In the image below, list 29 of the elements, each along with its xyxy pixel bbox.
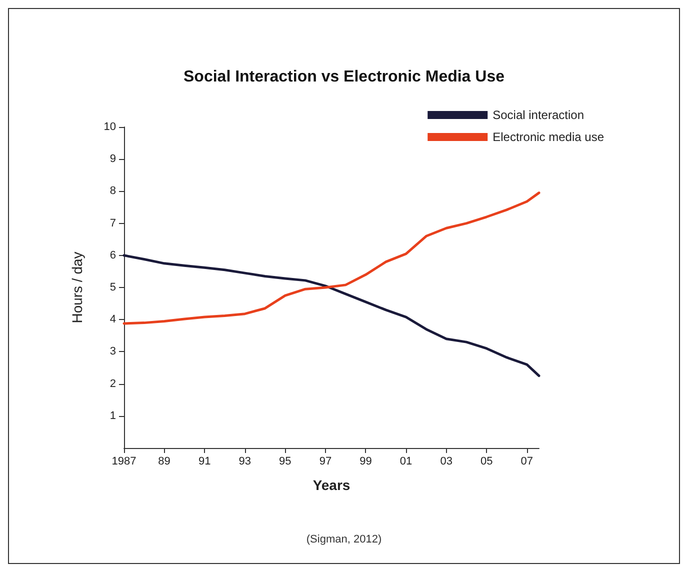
y-axis-title: Hours / day (69, 252, 85, 324)
x-tick-label: 07 (520, 456, 534, 468)
x-tick-label: 1987 (112, 456, 136, 468)
x-tick-label: 89 (158, 456, 170, 468)
x-tick-label: 95 (279, 456, 292, 468)
y-tick-label: 5 (110, 282, 116, 294)
y-tick-label: 6 (110, 249, 116, 262)
x-tick-label: 91 (198, 456, 211, 468)
x-tick-label: 93 (238, 456, 251, 468)
line-series (122, 254, 540, 378)
text: (Sigman, 2012) (306, 534, 382, 546)
legend-label: Social interaction (492, 108, 584, 122)
y-tick-label: 7 (110, 217, 116, 230)
legend-label: Electronic media use (492, 130, 604, 144)
y-tick-label: 8 (110, 185, 116, 198)
x-tick-label: 97 (319, 456, 332, 468)
y-tick-label: 9 (110, 153, 116, 166)
y-tick-label: 2 (110, 378, 116, 390)
line-series (122, 192, 540, 325)
x-axis-title: Years (312, 477, 350, 493)
y-tick-label: 3 (110, 346, 116, 358)
y-tick-label: 4 (110, 314, 116, 326)
chart-title: Social Interaction vs Electronic Media Use (184, 68, 505, 86)
y-tick-label: 1 (110, 410, 116, 422)
x-tick-label: 03 (440, 456, 452, 468)
x-tick-label: 05 (480, 456, 493, 468)
y-tick-label: 10 (104, 121, 116, 133)
x-tick-label: 99 (360, 456, 372, 468)
x-tick-label: 01 (400, 456, 412, 468)
